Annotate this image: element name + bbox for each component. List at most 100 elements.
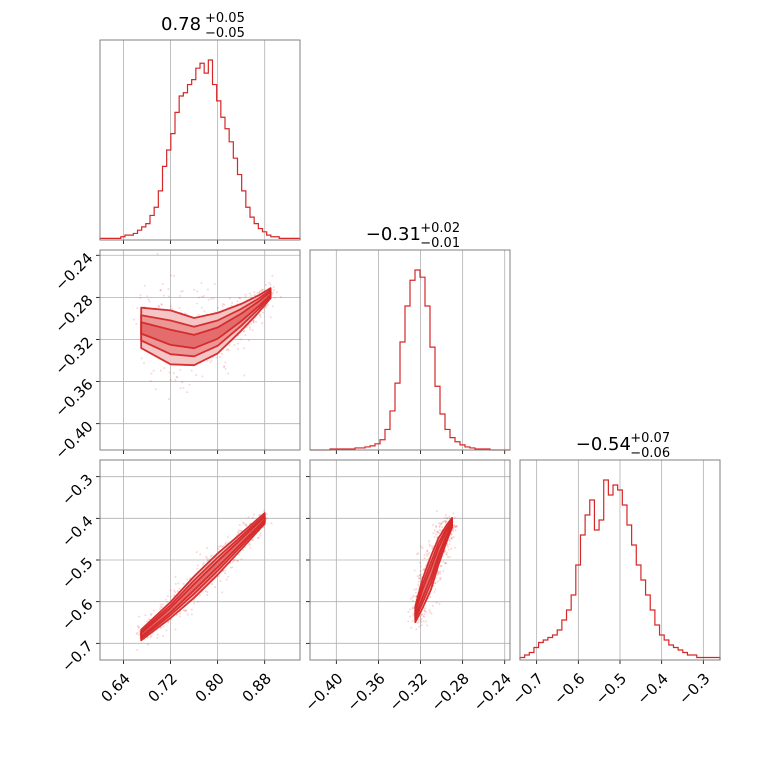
scatter-point — [443, 550, 446, 553]
scatter-point — [411, 619, 414, 622]
scatter-point — [218, 545, 221, 548]
scatter-point — [437, 570, 440, 573]
scatter-point — [180, 290, 183, 293]
scatter-point — [181, 290, 184, 293]
scatter-point — [235, 559, 238, 562]
scatter-point — [428, 609, 431, 612]
scatter-point — [170, 618, 173, 621]
scatter-point — [219, 580, 222, 583]
scatter-point — [445, 520, 448, 523]
scatter-point — [441, 526, 444, 529]
scatter-point — [448, 543, 451, 546]
scatter-point — [420, 545, 423, 548]
scatter-point — [431, 545, 434, 548]
scatter-point — [231, 566, 234, 569]
scatter-point — [271, 305, 274, 308]
scatter-point — [184, 610, 187, 613]
scatter-point — [261, 289, 264, 292]
scatter-point — [204, 590, 207, 593]
scatter-point — [201, 563, 204, 566]
scatter-point — [149, 380, 152, 383]
scatter-point — [271, 274, 274, 277]
scatter-point — [203, 310, 206, 313]
scatter-point — [428, 540, 431, 543]
scatter-point — [136, 624, 139, 627]
scatter-point — [166, 595, 169, 598]
scatter-point — [432, 523, 435, 526]
x-tick-label: 0.64 — [97, 670, 133, 706]
scatter-point — [224, 541, 227, 544]
scatter-point — [434, 588, 437, 591]
scatter-point — [259, 290, 262, 293]
scatter-point — [410, 597, 413, 600]
scatter-point — [174, 591, 177, 594]
scatter-point — [262, 288, 265, 291]
scatter-point — [231, 301, 234, 304]
scatter-point — [259, 532, 262, 535]
scatter-point — [249, 546, 252, 549]
scatter-point — [436, 573, 439, 576]
scatter-point — [269, 283, 272, 286]
scatter-point — [215, 356, 218, 359]
scatter-point — [162, 294, 165, 297]
scatter-point — [237, 530, 240, 533]
scatter-point — [196, 290, 199, 293]
scatter-point — [454, 525, 457, 528]
scatter-point — [179, 615, 182, 618]
scatter-point — [431, 604, 434, 607]
scatter-point — [438, 524, 441, 527]
title-plus: +0.07 — [630, 431, 670, 446]
scatter-point — [439, 579, 442, 582]
x-tick-label: 0.72 — [144, 670, 180, 706]
scatter-point — [449, 540, 452, 543]
scatter-point — [273, 296, 276, 299]
scatter-point — [202, 295, 205, 298]
y-tick-label: −0.28 — [51, 291, 96, 336]
x-tick-label: −0.4 — [633, 670, 671, 708]
scatter-point — [434, 533, 437, 536]
scatter-point — [139, 294, 142, 297]
scatter-point — [236, 342, 239, 345]
scatter-point — [446, 516, 449, 519]
scatter-point — [261, 322, 264, 325]
scatter-point — [418, 574, 421, 577]
scatter-point — [432, 532, 435, 535]
scatter-point — [259, 534, 262, 537]
scatter-point — [175, 614, 178, 617]
scatter-point — [150, 635, 153, 638]
scatter-point — [199, 553, 202, 556]
scatter-point — [159, 605, 162, 608]
scatter-point — [422, 568, 425, 571]
scatter-point — [445, 562, 448, 565]
scatter-point — [201, 295, 204, 298]
scatter-point — [135, 322, 138, 325]
y-tick-label: −0.3 — [58, 470, 96, 508]
scatter-point — [200, 306, 203, 309]
scatter-point — [207, 559, 210, 562]
scatter-point — [433, 529, 436, 532]
title-median: 0.78 — [161, 14, 201, 35]
scatter-point — [210, 359, 213, 362]
scatter-point — [442, 570, 445, 573]
scatter-point — [238, 523, 241, 526]
scatter-point — [201, 375, 204, 378]
scatter-point — [407, 610, 410, 613]
scatter-point — [172, 372, 175, 375]
scatter-point — [429, 596, 432, 599]
x-tick-label: −0.6 — [550, 670, 588, 708]
scatter-point — [262, 311, 265, 314]
scatter-point — [167, 295, 170, 298]
y-tick-label: −0.32 — [51, 333, 96, 378]
scatter-point — [417, 583, 420, 586]
scatter-point — [193, 602, 196, 605]
scatter-point — [209, 555, 212, 558]
scatter-point — [418, 625, 421, 628]
scatter-point — [443, 520, 446, 523]
scatter-point — [454, 546, 457, 549]
scatter-point — [243, 347, 246, 350]
scatter-point — [222, 303, 225, 306]
scatter-point — [206, 591, 209, 594]
scatter-point — [233, 559, 236, 562]
scatter-point — [225, 578, 228, 581]
scatter-point — [437, 572, 440, 575]
